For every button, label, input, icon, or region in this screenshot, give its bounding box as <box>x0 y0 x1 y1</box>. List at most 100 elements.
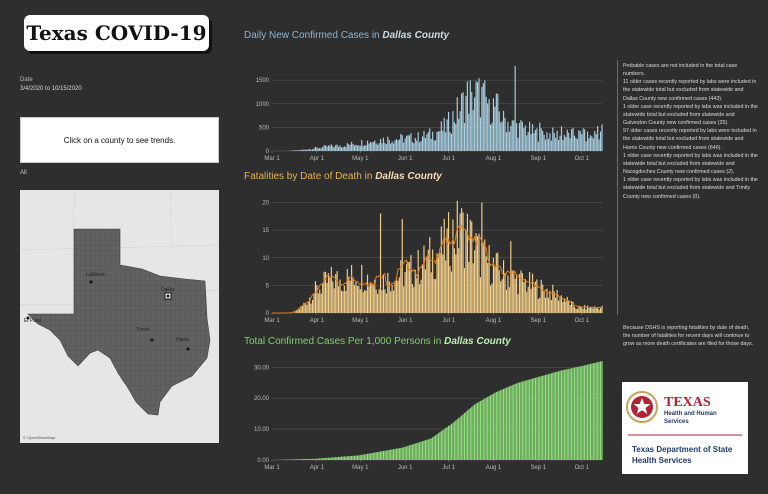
data-bar <box>547 138 550 151</box>
data-bar <box>491 394 493 460</box>
data-bar <box>601 305 603 313</box>
data-bar <box>434 279 437 313</box>
data-bar <box>517 382 519 460</box>
svg-text:Texas Department of State: Texas Department of State <box>632 445 733 454</box>
data-bar <box>599 307 602 313</box>
texas-county-map[interactable]: Lubbock Dallas El Paso Travis Harris © O… <box>20 190 219 443</box>
data-bar <box>385 450 387 460</box>
data-bar <box>463 413 466 460</box>
data-bar <box>543 134 545 151</box>
data-bar <box>472 405 474 460</box>
data-bar <box>407 135 409 151</box>
data-bar <box>565 136 567 151</box>
data-bar <box>346 143 348 151</box>
data-bar <box>497 391 499 460</box>
data-bar <box>359 455 361 460</box>
data-bar <box>549 133 551 151</box>
data-bar <box>563 134 565 151</box>
app-title-box: Texas COVID-19 <box>24 15 209 51</box>
data-bar <box>518 273 521 313</box>
x-tick-label: Oct 1 <box>575 156 590 162</box>
daily-cases-title: Daily New Confirmed Cases in Dallas Coun… <box>244 30 450 41</box>
data-bar <box>390 449 392 460</box>
data-bar <box>553 372 555 460</box>
data-bar <box>314 458 316 460</box>
data-bar <box>384 142 386 151</box>
data-bar <box>319 289 321 313</box>
app-title: Texas COVID-19 <box>26 21 207 45</box>
data-bar <box>311 149 314 151</box>
data-bar <box>449 424 451 460</box>
data-bar <box>537 376 539 460</box>
data-bar <box>335 457 337 460</box>
data-bar <box>384 289 386 313</box>
data-bar <box>485 256 487 313</box>
data-bar <box>520 381 522 460</box>
data-bar <box>563 369 565 460</box>
data-bar <box>544 374 547 460</box>
data-bar <box>407 445 409 460</box>
data-bar <box>404 446 406 460</box>
data-bar <box>296 150 298 151</box>
data-bar <box>368 143 370 151</box>
data-bar <box>450 423 453 460</box>
data-bar <box>326 146 328 151</box>
county-trend-panel[interactable]: Click on a county to see trends. <box>20 117 219 163</box>
data-bar <box>379 451 382 460</box>
map-attribution: © OpenStreetMap <box>23 435 56 440</box>
data-bar <box>513 384 515 460</box>
data-bar <box>520 120 522 151</box>
data-bar <box>377 293 379 313</box>
data-bar <box>353 455 356 460</box>
data-bar <box>500 281 502 313</box>
fatalities-chart[interactable]: 0 5 10 15 20 Mar 1 Apr 1 May 1 Jun 1 Jul 1 Aug 1 Se… <box>244 191 616 327</box>
data-bar <box>456 97 458 151</box>
data-bar <box>555 297 557 313</box>
data-bar <box>562 139 564 151</box>
data-bar <box>579 130 581 151</box>
county-filter-all[interactable]: All <box>20 170 27 176</box>
data-bar <box>411 142 413 151</box>
data-bar <box>552 127 554 151</box>
data-bar <box>324 457 327 460</box>
data-bar <box>291 150 293 151</box>
data-bar <box>511 385 513 460</box>
data-bar <box>508 386 510 460</box>
data-bar <box>469 408 471 460</box>
data-bar <box>591 363 593 460</box>
data-bar <box>413 443 415 460</box>
data-bar <box>333 147 335 151</box>
data-bar <box>455 123 457 151</box>
data-bar <box>406 446 408 460</box>
data-bar <box>492 257 495 313</box>
data-bar <box>475 233 477 313</box>
data-bar <box>426 257 428 313</box>
data-bar <box>297 459 299 460</box>
data-bar <box>510 241 512 313</box>
date-range-value[interactable]: 3/4/2020 to 10/15/2020 <box>20 86 82 92</box>
data-bar <box>556 371 558 460</box>
svg-text:Health Services: Health Services <box>632 456 692 465</box>
daily-cases-chart[interactable]: 0 500 1000 1500 Mar 1 Apr 1 May 1 Jun 1 Jul 1 Aug… <box>244 60 616 165</box>
data-bar <box>377 144 379 151</box>
data-bar <box>466 81 468 151</box>
data-bar <box>450 133 453 151</box>
data-bar <box>356 455 358 460</box>
data-bar <box>501 279 503 313</box>
data-bar <box>594 131 596 151</box>
data-bar <box>345 147 347 151</box>
data-bar <box>358 145 360 151</box>
data-bar <box>582 128 584 151</box>
data-bar <box>306 149 308 151</box>
data-bar <box>332 457 334 460</box>
svg-text:Travis: Travis <box>136 327 150 333</box>
data-bar <box>586 131 589 151</box>
data-bar <box>419 284 421 313</box>
data-bar <box>539 297 541 313</box>
total-cases-chart[interactable]: 0.00 10.00 20.00 30.00 Mar 1 Apr 1 May 1 Jun 1 J… <box>244 352 616 474</box>
data-bar <box>498 390 500 460</box>
data-bar <box>508 287 510 313</box>
data-bar <box>576 308 578 313</box>
data-bar <box>453 122 455 151</box>
data-bar <box>403 142 405 151</box>
